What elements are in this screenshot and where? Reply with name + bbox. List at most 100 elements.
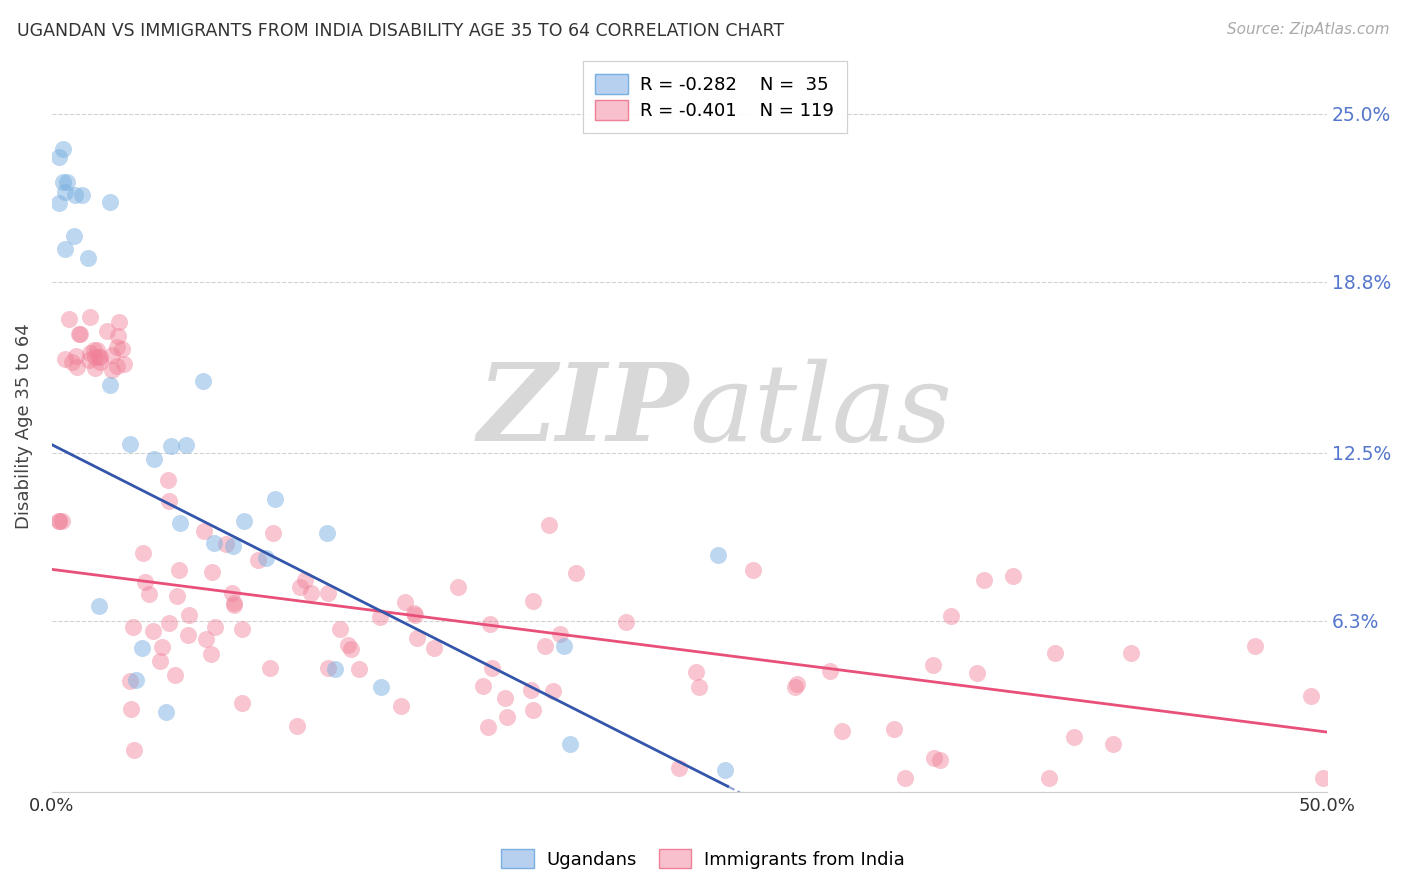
Point [125,673,148,688]
Point [370,680,392,694]
Point [63,188,86,202]
Point [928,753,950,767]
Point [86,343,108,358]
Point [831,723,853,738]
Point [1299,689,1322,703]
Point [922,751,945,765]
Point [1063,730,1085,744]
Point [973,573,995,587]
Point [221,586,243,600]
Point [105,359,128,373]
Legend: R = -0.282    N =  35, R = -0.401    N = 119: R = -0.282 N = 35, R = -0.401 N = 119 [582,62,846,133]
Point [101,348,124,362]
Point [121,620,143,634]
Point [51,514,73,528]
Point [299,585,322,599]
Point [193,524,215,538]
Point [347,662,370,676]
Point [389,699,412,714]
Point [169,516,191,530]
Point [894,771,917,785]
Point [522,703,544,717]
Point [157,493,180,508]
Point [548,626,571,640]
Point [1102,738,1125,752]
Point [519,682,541,697]
Point [79,310,101,325]
Point [259,661,281,675]
Point [156,473,179,487]
Point [285,719,308,733]
Point [67,326,90,341]
Point [111,342,134,356]
Point [370,609,392,624]
Point [200,647,222,661]
Point [120,701,142,715]
Point [60,355,83,369]
Point [340,641,363,656]
Point [394,595,416,609]
Point [62,229,84,244]
Point [89,351,111,365]
Point [232,515,254,529]
Point [494,690,516,705]
Point [83,343,105,357]
Point [56,175,79,189]
Point [231,622,253,636]
Point [163,668,186,682]
Point [786,677,808,691]
Point [131,641,153,656]
Point [404,607,426,622]
Point [329,622,352,636]
Point [98,378,121,392]
Point [53,242,76,256]
Point [785,680,807,694]
Point [177,628,200,642]
Point [96,325,118,339]
Point [89,599,111,613]
Point [150,640,173,654]
Point [122,743,145,757]
Point [53,351,76,366]
Point [742,563,765,577]
Point [1244,640,1267,654]
Point [69,326,91,341]
Point [496,710,519,724]
Point [1121,647,1143,661]
Point [138,587,160,601]
Point [481,661,503,675]
Point [1312,771,1334,785]
Point [685,665,707,680]
Point [70,187,93,202]
Point [224,598,246,612]
Point [922,658,945,673]
Point [118,674,141,689]
Point [155,705,177,719]
Point [179,607,201,622]
Point [131,546,153,560]
Point [616,615,638,629]
Point [231,696,253,710]
Point [48,514,70,528]
Point [98,195,121,210]
Point [966,666,988,681]
Point [1045,646,1067,660]
Point [323,662,346,676]
Point [707,548,730,562]
Point [221,539,243,553]
Point [100,362,122,376]
Point [58,312,80,326]
Point [48,150,70,164]
Point [215,536,238,550]
Point [316,526,339,541]
Point [120,437,142,451]
Point [246,553,269,567]
Point [149,654,172,668]
Point [405,631,427,645]
Point [201,565,224,579]
Point [668,761,690,775]
Point [89,350,111,364]
Point [89,355,111,369]
Point [264,491,287,506]
Point [472,679,495,693]
